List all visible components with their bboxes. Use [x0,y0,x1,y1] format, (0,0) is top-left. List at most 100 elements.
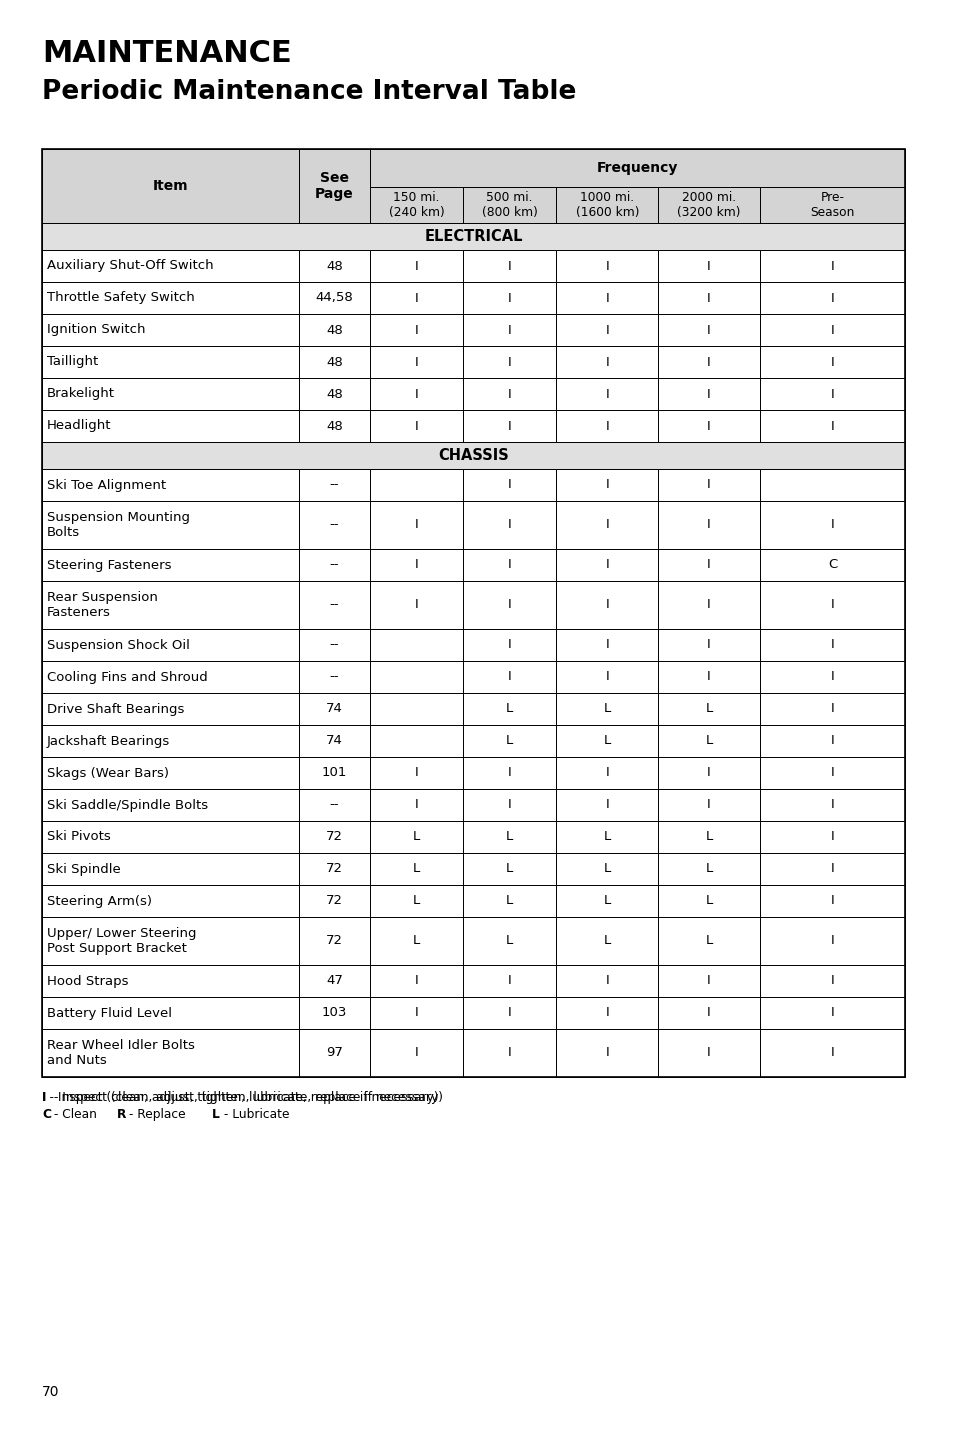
Text: L: L [212,1108,219,1121]
Text: Rear Suspension
Fasteners: Rear Suspension Fasteners [47,590,157,619]
Bar [299,148,370,222]
Text: CHASSIS: CHASSIS [437,448,508,462]
Bar [760,822,904,853]
Text: I: I [507,638,511,651]
Text: I: I [507,323,511,336]
Text: I: I [706,259,710,272]
Text: I: I [605,323,609,336]
Bar [760,1029,904,1077]
Text: L: L [704,830,712,843]
Text: 48: 48 [326,420,342,432]
Bar [42,885,299,917]
Bar [658,346,760,378]
Bar [42,582,299,630]
Bar [462,250,556,282]
Text: I: I [415,259,418,272]
Bar [556,502,658,550]
Text: I: I [507,355,511,368]
Text: I: I [830,734,834,747]
Bar [42,758,299,790]
Bar [760,917,904,965]
Text: I: I [830,291,834,304]
Bar [42,222,904,250]
Text: I: I [605,1006,609,1019]
Bar [556,314,658,346]
Text: 101: 101 [321,766,347,779]
Bar [760,662,904,694]
Bar [42,282,299,314]
Text: I: I [605,558,609,571]
Bar [42,822,299,853]
Text: I: I [706,766,710,779]
Bar [556,726,658,758]
Text: I: I [605,798,609,811]
Bar [299,250,370,282]
Text: MAINTENANCE: MAINTENANCE [42,39,292,68]
Text: I: I [706,519,710,532]
Text: 48: 48 [326,259,342,272]
Bar [462,470,556,502]
Bar [760,282,904,314]
Text: C: C [827,558,836,571]
Bar [462,885,556,917]
Bar [370,250,462,282]
Text: - Lubricate: - Lubricate [220,1108,289,1121]
Text: I: I [605,259,609,272]
Text: 48: 48 [326,388,342,400]
Text: L: L [506,734,513,747]
Bar [370,502,462,550]
Text: L: L [704,862,712,875]
Bar [658,790,760,822]
Bar [42,378,299,410]
Bar [42,148,299,222]
Text: Headlight: Headlight [47,420,112,432]
Bar [658,282,760,314]
Bar [760,410,904,442]
Bar [370,822,462,853]
Text: --: -- [330,519,339,532]
Text: Throttle Safety Switch: Throttle Safety Switch [47,291,194,304]
Bar [658,694,760,726]
Text: I: I [706,670,710,683]
Text: I: I [830,323,834,336]
Bar [42,694,299,726]
Bar [42,550,299,582]
Text: I: I [706,1047,710,1060]
Text: I: I [415,323,418,336]
Bar [658,314,760,346]
Text: I: I [706,798,710,811]
Bar [370,314,462,346]
Text: Ski Spindle: Ski Spindle [47,862,121,875]
Bar [370,410,462,442]
Text: L: L [704,702,712,715]
Bar [760,470,904,502]
Bar [556,188,658,222]
Text: 48: 48 [326,323,342,336]
Bar [299,346,370,378]
Bar [370,550,462,582]
Bar [42,726,299,758]
Bar [299,582,370,630]
Bar [370,790,462,822]
Bar [462,502,556,550]
Text: I: I [415,291,418,304]
Text: Ski Pivots: Ski Pivots [47,830,111,843]
Bar [556,917,658,965]
Bar [299,726,370,758]
Bar [462,582,556,630]
Text: L: L [603,894,610,907]
Bar [299,790,370,822]
Text: I: I [830,1047,834,1060]
Text: I: I [830,702,834,715]
Bar [462,282,556,314]
Bar [556,346,658,378]
Bar [370,630,462,662]
Bar [42,630,299,662]
Bar [556,997,658,1029]
Text: L: L [506,862,513,875]
Bar [658,550,760,582]
Text: I: I [507,291,511,304]
Text: Frequency: Frequency [597,161,678,174]
Text: 72: 72 [326,862,343,875]
Bar [299,997,370,1029]
